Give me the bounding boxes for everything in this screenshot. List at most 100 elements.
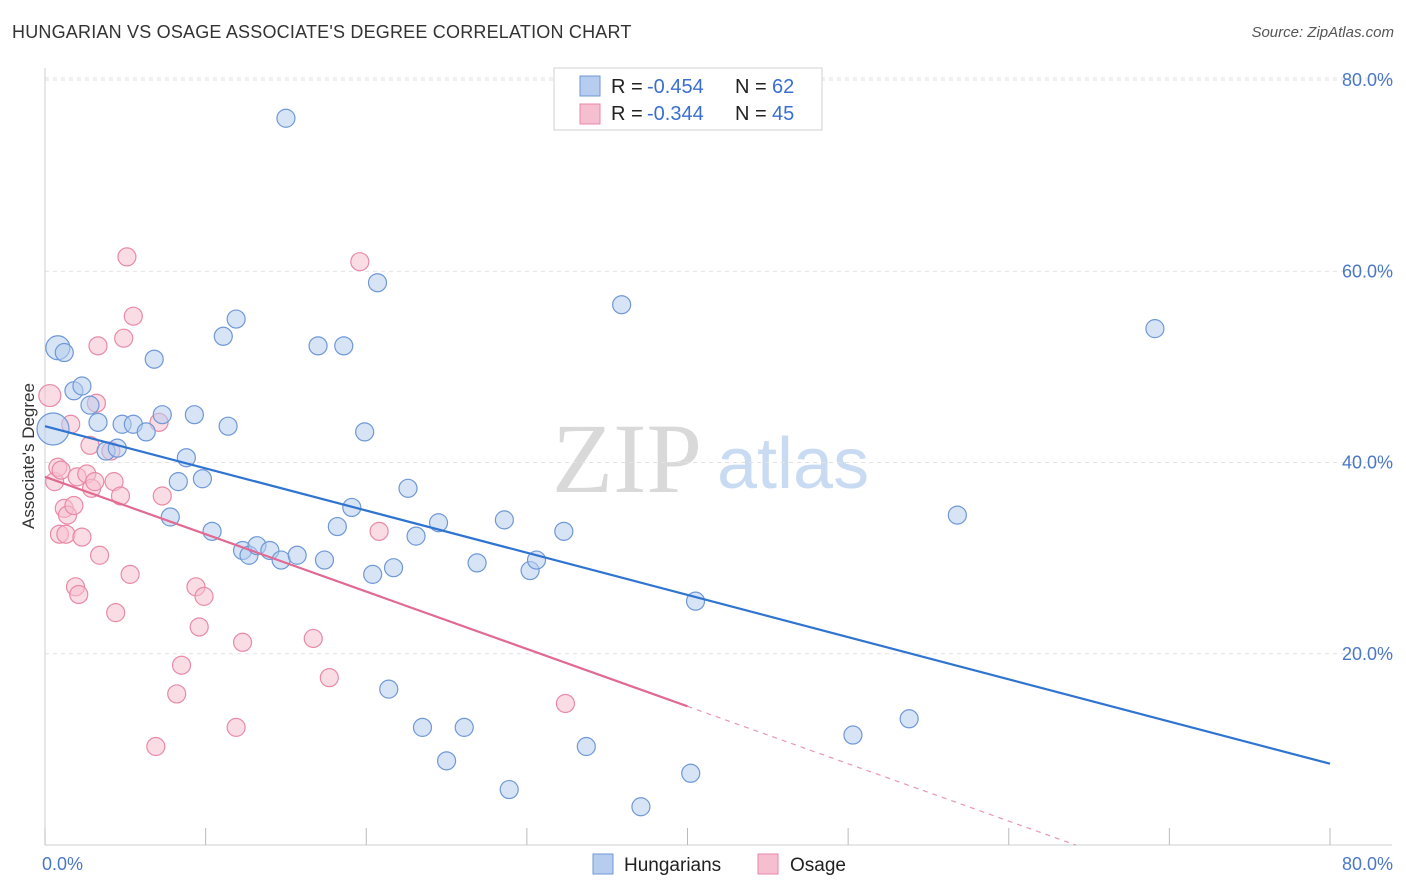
osage-point xyxy=(90,545,110,565)
hungarians-point xyxy=(398,478,418,498)
y-tick-label-60: 60.0% xyxy=(1342,261,1393,281)
hungarians-point xyxy=(144,349,164,369)
axis-layer xyxy=(44,68,1392,846)
osage-points xyxy=(38,247,576,757)
osage-point xyxy=(226,717,246,737)
hungarians-point xyxy=(899,709,919,729)
osage-point xyxy=(232,632,253,652)
hungarians-point xyxy=(334,336,354,356)
x-tick-label-end: 80.0% xyxy=(1342,854,1393,874)
osage-trend-line-extrapolated xyxy=(687,705,1076,846)
legend-r-label-hungarians: R = xyxy=(611,76,643,98)
hungarians-point xyxy=(88,412,108,432)
hungarians-point xyxy=(168,472,188,492)
osage-point xyxy=(38,383,62,408)
legend-n-label-hungarians: N = xyxy=(735,76,767,98)
legend-n-value-hungarians: 62 xyxy=(772,76,794,98)
hungarians-point xyxy=(631,797,651,817)
osage-point xyxy=(189,617,209,637)
hungarians-point xyxy=(947,505,967,525)
hungarians-point xyxy=(681,763,701,783)
legend-r-value-osage: -0.344 xyxy=(647,103,704,125)
osage-point xyxy=(64,495,84,516)
legend-r-value-hungarians: -0.454 xyxy=(647,76,704,98)
osage-point xyxy=(167,684,187,704)
x-tick-label-start: 0.0% xyxy=(42,854,83,874)
osage-point xyxy=(369,521,389,541)
hungarians-point xyxy=(412,717,433,737)
y-tick-label-layer: 20.0% 40.0% 60.0% 80.0% xyxy=(1342,70,1393,664)
osage-trend-line xyxy=(44,475,688,708)
hungarians-point xyxy=(184,405,204,425)
hungarians-point xyxy=(612,295,632,315)
hungarians-point xyxy=(192,469,213,489)
y-tick-label-80: 80.0% xyxy=(1342,70,1393,90)
hungarians-point xyxy=(1145,319,1165,339)
chart-source: Source: ZipAtlas.com xyxy=(1251,24,1394,41)
hungarians-point xyxy=(152,405,172,425)
legend-top: R = -0.454 N = 62 R = -0.344 N = 45 xyxy=(553,67,823,131)
hungarians-point xyxy=(226,309,246,329)
hungarians-point xyxy=(218,416,238,436)
hungarians-point xyxy=(436,751,457,771)
legend-r-label-osage: R = xyxy=(611,103,643,125)
y-tick-label-40: 40.0% xyxy=(1342,453,1393,473)
hungarians-point xyxy=(160,507,180,527)
osage-point xyxy=(85,472,105,492)
osage-point xyxy=(120,564,140,584)
hungarians-point xyxy=(363,564,383,584)
hungarians-point xyxy=(383,558,404,578)
osage-point xyxy=(152,486,172,506)
hungarians-point xyxy=(287,545,307,565)
legend-bottom-label-hungarians: Hungarians xyxy=(624,855,721,876)
osage-point xyxy=(117,247,137,267)
legend-swatch-hungarians xyxy=(579,75,601,97)
hungarians-point xyxy=(314,550,335,570)
hungarians-point xyxy=(80,395,100,415)
osage-point xyxy=(303,628,323,649)
legend-bottom-swatch-osage xyxy=(757,853,779,875)
y-tick-label-20: 20.0% xyxy=(1342,644,1393,664)
hungarians-point xyxy=(107,438,127,458)
hungarians-point xyxy=(72,376,92,396)
hungarians-point xyxy=(308,336,328,356)
watermark-zip: ZIP xyxy=(552,403,702,514)
osage-point xyxy=(51,460,71,480)
hungarians-point xyxy=(276,108,296,128)
legend-bottom-swatch-hungarians xyxy=(592,853,614,875)
legend-swatch-osage xyxy=(579,103,601,125)
osage-point xyxy=(350,252,370,272)
legend-n-value-osage: 45 xyxy=(772,103,794,125)
legend-n-label-osage: N = xyxy=(735,103,767,125)
osage-point xyxy=(56,524,76,544)
osage-point xyxy=(72,527,92,547)
osage-point xyxy=(555,693,576,714)
hungarians-point xyxy=(454,717,474,737)
hungarians-point xyxy=(843,725,863,745)
hungarians-trend-line xyxy=(44,425,1331,765)
osage-point xyxy=(146,736,166,757)
y-axis-label: Associate's Degree xyxy=(19,383,38,529)
legend-bottom: Hungarians Osage xyxy=(592,853,846,876)
hungarians-point xyxy=(467,553,487,573)
osage-point xyxy=(171,655,192,675)
hungarians-point xyxy=(367,273,388,293)
hungarians-point xyxy=(54,342,74,363)
hungarians-point xyxy=(499,779,519,800)
chart-title: HUNGARIAN VS OSAGE ASSOCIATE'S DEGREE CO… xyxy=(12,22,632,42)
osage-point xyxy=(106,603,126,623)
grid-layer xyxy=(45,77,1392,655)
osage-point xyxy=(114,328,134,348)
hungarians-point xyxy=(494,510,514,530)
osage-point xyxy=(123,306,143,326)
hungarians-point xyxy=(554,521,574,541)
watermark-atlas: atlas xyxy=(717,424,869,504)
hungarians-point xyxy=(355,422,375,442)
hungarians-point xyxy=(213,326,233,346)
osage-point xyxy=(69,584,89,605)
hungarians-point xyxy=(406,526,426,546)
hungarians-point xyxy=(327,516,347,537)
osage-point xyxy=(319,668,339,688)
hungarians-point xyxy=(379,679,399,699)
